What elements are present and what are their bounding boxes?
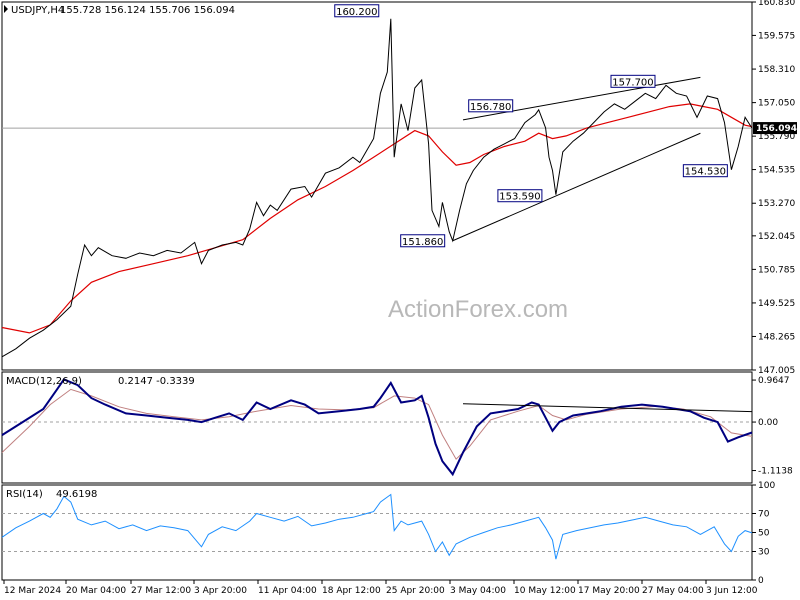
annotation-box — [334, 4, 380, 18]
annotation-label: 151.860 — [402, 237, 443, 248]
price-y-tick-label: 158.310 — [758, 65, 795, 75]
watermark: ActionForex.com — [388, 296, 568, 323]
price-trendline-1 — [462, 76, 701, 121]
price-y-tick-label: 149.525 — [758, 299, 795, 309]
annotation-label: 157.700 — [612, 77, 653, 88]
x-axis-label: 3 Jun 12:00 — [706, 586, 758, 596]
annotation-box — [497, 189, 543, 203]
x-axis-label: 3 May 04:00 — [450, 586, 506, 596]
x-axis-label: 27 Mar 12:00 — [131, 586, 191, 596]
macd-y-tick-label: 0.00 — [758, 418, 778, 428]
rsi-line — [1, 493, 753, 560]
rsi-y-tick-label: 50 — [758, 529, 770, 539]
price-y-tick-label: 160.830 — [758, 0, 795, 8]
panel-frame-2 — [1, 484, 753, 581]
x-axis-label: 12 Mar 2024 — [4, 586, 61, 596]
x-axis-label: 20 Mar 04:00 — [66, 586, 126, 596]
symbol-title: USDJPY,H4 — [11, 5, 64, 16]
x-axis-label: 18 Apr 12:00 — [322, 586, 381, 596]
macd-y-tick-label: 0.9647 — [758, 376, 790, 386]
x-axis-label: 25 Apr 20:00 — [386, 586, 445, 596]
last-price-label: 156.094 — [756, 124, 797, 134]
rsi-title: RSI(14) — [6, 489, 43, 500]
x-axis-label: 11 Apr 04:00 — [258, 586, 317, 596]
price-series-line — [1, 18, 753, 358]
panel-frame-0 — [1, 1, 753, 371]
annotation-box — [682, 164, 728, 178]
x-axis-label: 10 May 12:00 — [514, 586, 576, 596]
rsi-values: 49.6198 — [56, 489, 97, 500]
price-y-tick-label: 157.050 — [758, 99, 795, 109]
x-axis-label: 27 May 04:00 — [642, 586, 704, 596]
macd-main-line — [1, 378, 753, 477]
ohlc-values: 155.728 156.124 155.706 156.094 — [60, 5, 235, 16]
price-y-tick-label: 148.265 — [758, 332, 795, 342]
x-axis-label: 17 May 20:00 — [578, 586, 640, 596]
macd-title: MACD(12,26,9) — [6, 376, 82, 387]
annotation-box — [610, 74, 656, 88]
annotation-label: 160.200 — [336, 7, 377, 18]
rsi-y-tick-label: 70 — [758, 510, 770, 520]
price-y-tick-label: 153.270 — [758, 199, 795, 209]
ema-series-line — [1, 103, 753, 334]
panel-frame-1 — [1, 371, 753, 484]
annotation-label: 156.780 — [470, 102, 511, 113]
price-y-tick-label: 152.045 — [758, 232, 795, 242]
collapse-triangle-icon — [4, 5, 8, 13]
price-y-tick-label: 147.005 — [758, 366, 795, 376]
macd-values: 0.2147 -0.3339 — [118, 376, 195, 387]
macd-trendline — [462, 403, 753, 413]
annotation-box — [400, 234, 446, 248]
price-y-tick-label: 159.575 — [758, 31, 795, 41]
annotation-label: 153.590 — [499, 192, 540, 203]
price-y-tick-label: 150.785 — [758, 265, 795, 275]
rsi-y-tick-label: 0 — [758, 576, 764, 586]
last-price-badge — [753, 122, 797, 135]
rsi-y-tick-label: 100 — [758, 481, 775, 491]
price-y-tick-label: 155.790 — [758, 132, 795, 142]
annotation-label: 154.530 — [685, 167, 726, 178]
macd-y-tick-label: -1.1138 — [758, 467, 793, 477]
macd-signal-line — [1, 388, 753, 460]
annotation-box — [468, 99, 514, 113]
price-trendline-0 — [452, 132, 701, 242]
x-axis-label: 3 Apr 20:00 — [194, 586, 247, 596]
price-y-tick-label: 154.535 — [758, 166, 795, 176]
rsi-y-tick-label: 30 — [758, 548, 770, 558]
